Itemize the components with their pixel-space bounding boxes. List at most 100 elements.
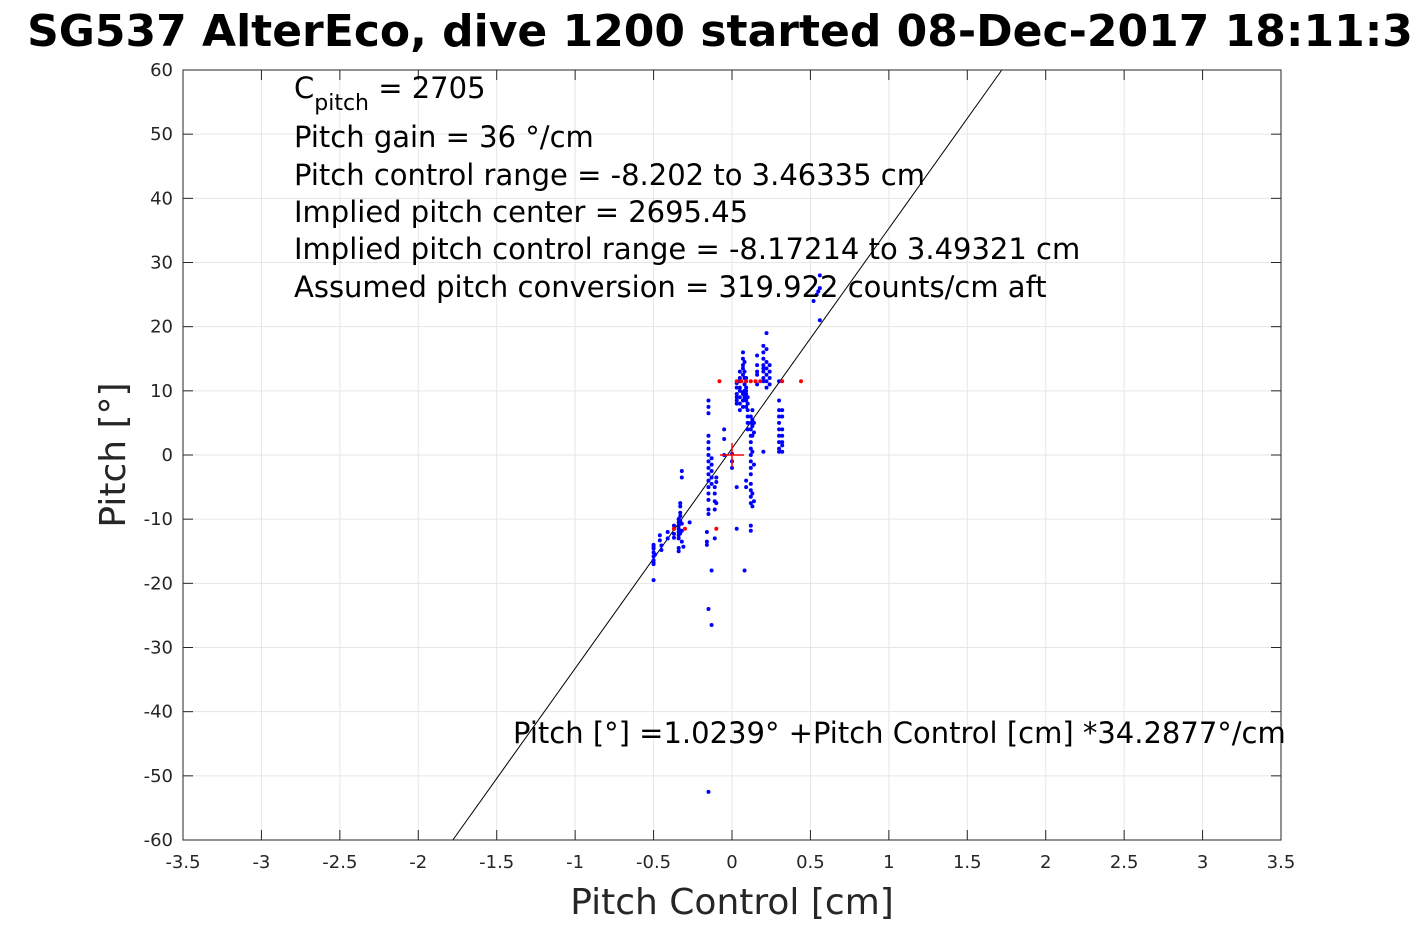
data-point <box>734 395 739 400</box>
data-point <box>676 546 681 551</box>
fit-equation-annotation: Pitch [°] =1.0239° +Pitch Control [cm] *… <box>513 716 1286 750</box>
data-point <box>750 449 755 454</box>
data-point <box>748 440 753 445</box>
data-point <box>780 379 785 384</box>
implied-center-annotation: Implied pitch center = 2695.45 <box>294 195 748 229</box>
data-point <box>671 531 676 536</box>
data-point <box>709 462 714 467</box>
data-point <box>745 427 750 432</box>
data-point <box>679 539 684 544</box>
data-point <box>737 385 742 390</box>
cpitch-main: C <box>294 71 314 105</box>
data-point <box>679 528 684 533</box>
x-tick-label: -1.5 <box>479 852 514 873</box>
data-point <box>764 379 769 384</box>
data-point <box>671 526 676 531</box>
data-point <box>744 388 749 393</box>
data-point <box>740 356 745 361</box>
data-point <box>780 443 785 448</box>
data-point <box>709 456 714 461</box>
data-point <box>712 485 717 490</box>
data-point <box>817 286 822 291</box>
x-axis-label: Pitch Control [cm] <box>570 882 894 923</box>
data-point <box>722 436 727 441</box>
data-point <box>761 343 766 348</box>
data-point <box>750 408 755 413</box>
x-tick-label: -3 <box>252 852 270 873</box>
info-annotation: Cpitch = 2705 Pitch gain = 36 °/cm Pitch… <box>294 71 1080 304</box>
data-point <box>780 449 785 454</box>
data-point <box>750 424 755 429</box>
conversion-annotation: Assumed pitch conversion = 319.922 count… <box>294 270 1047 304</box>
data-point <box>709 623 714 628</box>
x-tick-label: 1.5 <box>953 852 982 873</box>
data-point <box>653 552 658 557</box>
data-point <box>744 485 749 490</box>
data-point <box>777 427 782 432</box>
data-point <box>744 478 749 483</box>
data-point <box>748 459 753 464</box>
y-tick-label: 40 <box>150 188 173 209</box>
data-point <box>744 398 749 403</box>
data-point <box>777 420 782 425</box>
data-point <box>665 536 670 541</box>
data-point <box>737 401 742 406</box>
data-point <box>748 481 753 486</box>
data-point <box>651 578 656 583</box>
data-point <box>817 318 822 323</box>
data-point <box>734 398 739 403</box>
y-axis-label: Pitch [°] <box>93 382 134 527</box>
data-point <box>734 485 739 490</box>
data-point <box>740 372 745 377</box>
data-point <box>671 523 676 528</box>
data-point <box>734 379 739 384</box>
data-point <box>777 414 782 419</box>
x-tick-label: 3 <box>1197 852 1208 873</box>
x-tick-label: 2 <box>1040 852 1051 873</box>
y-tick-label: -20 <box>144 573 173 594</box>
data-point <box>767 382 772 387</box>
data-point <box>687 520 692 525</box>
data-point <box>681 544 686 549</box>
data-point <box>678 510 683 515</box>
x-tick-label: -0.5 <box>636 852 671 873</box>
data-point <box>767 376 772 380</box>
data-point <box>737 369 742 374</box>
data-point <box>742 369 747 374</box>
data-point <box>678 501 683 506</box>
data-point <box>706 404 711 409</box>
data-point <box>651 560 656 565</box>
data-point <box>761 449 766 454</box>
data-point <box>764 385 769 390</box>
data-point <box>740 404 745 409</box>
y-tick-label: -30 <box>144 638 173 659</box>
data-point <box>744 385 749 390</box>
data-point <box>748 453 753 457</box>
data-point <box>704 539 709 544</box>
data-point <box>659 543 664 548</box>
data-point <box>744 379 749 384</box>
data-point <box>767 363 772 368</box>
data-point <box>706 478 711 483</box>
data-point <box>764 366 769 371</box>
data-point <box>745 408 750 413</box>
data-point <box>676 549 681 554</box>
data-point <box>780 427 785 432</box>
data-point <box>706 440 711 445</box>
x-tick-label: -3.5 <box>165 852 200 873</box>
data-point <box>706 472 711 477</box>
cpitch-subscript: pitch <box>314 91 369 116</box>
data-point <box>665 530 670 534</box>
data-point <box>761 379 766 384</box>
data-point <box>730 465 734 470</box>
data-point <box>679 475 684 480</box>
data-point <box>744 376 749 380</box>
data-point <box>679 469 684 474</box>
x-tick-label: 0 <box>726 852 737 873</box>
data-point <box>739 379 744 384</box>
data-point <box>709 469 714 474</box>
data-point <box>748 446 753 451</box>
data-point <box>706 485 711 490</box>
data-point <box>751 430 756 435</box>
